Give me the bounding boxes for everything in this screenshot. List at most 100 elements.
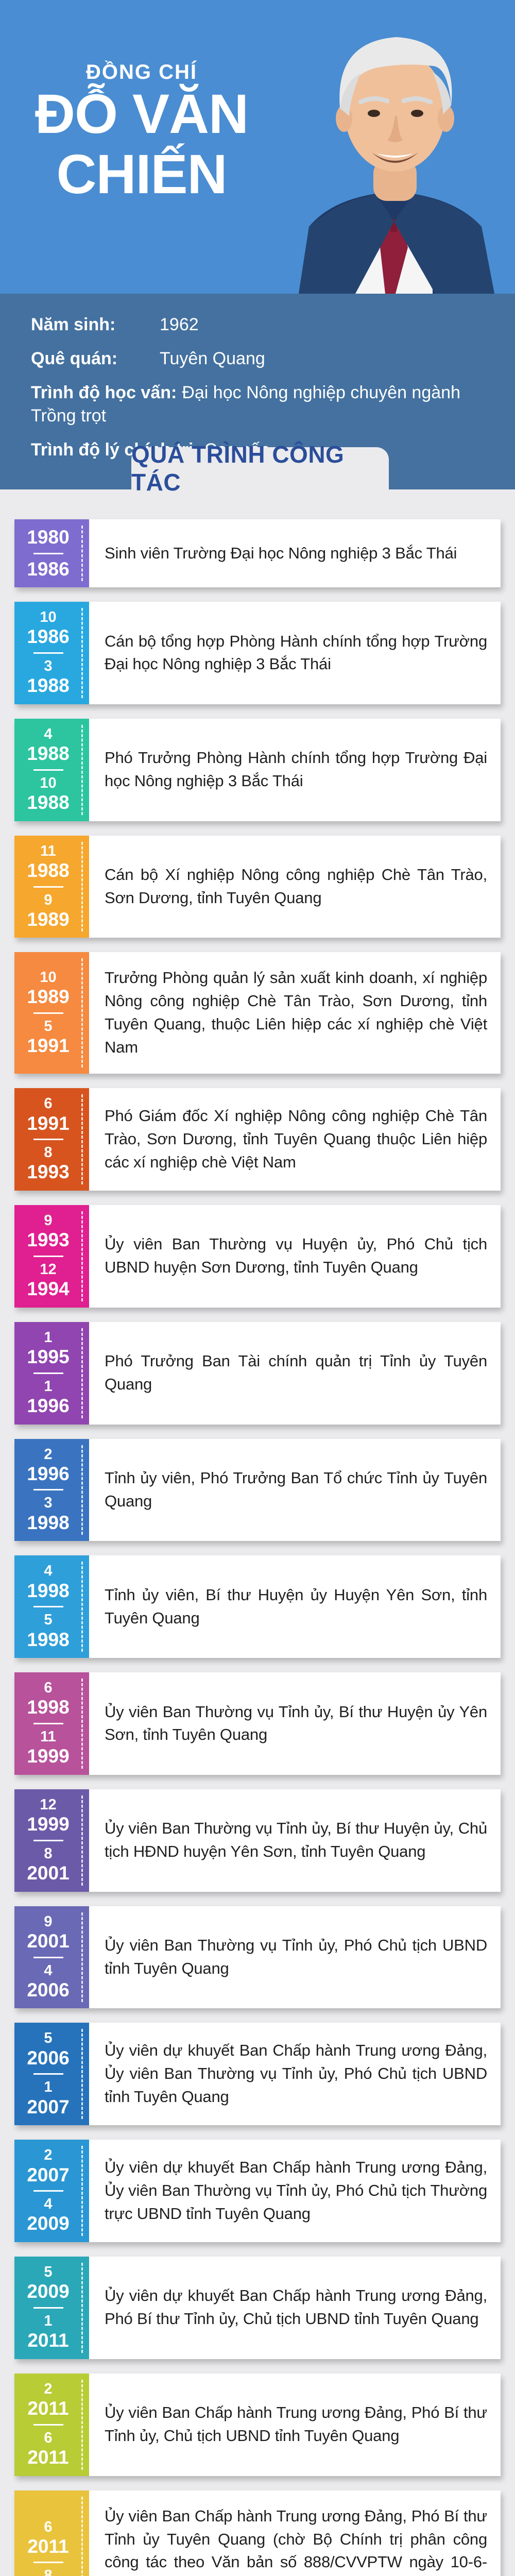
section-title: QUÁ TRÌNH CÔNG TÁC <box>131 441 345 496</box>
badge-divider <box>33 1839 63 1841</box>
timeline-entry: 5 2009 1 2011 Ủy viên dự khuyết Ban Chấp hà… <box>14 2257 501 2359</box>
timeline-date-badge: 5 2009 1 2011 <box>14 2257 89 2359</box>
timeline-text: Sinh viên Trường Đại học Nông nghiệp 3 B… <box>105 544 457 562</box>
badge-date-line: 10 <box>40 774 57 791</box>
badge-date-line: 1986 <box>27 558 70 580</box>
timeline-entry: 12 1999 8 2001 Ủy viên Ban Thường vụ Tỉnh ủ… <box>14 1789 501 1892</box>
badge-date-line: 2011 <box>27 2398 69 2419</box>
timeline-text: Ủy viên dự khuyết Ban Chấp hành Trung ươ… <box>105 2286 487 2328</box>
badge-divider <box>33 2424 63 2426</box>
badge-date-line: 8 <box>44 1144 53 1161</box>
timeline-entry: 6 1998 11 1999 Ủy viên Ban Thường vụ Tỉnh ủ… <box>14 1672 501 1775</box>
timeline-card: Phó Trưởng Ban Tài chính quản trị Tỉnh ủ… <box>89 1321 501 1425</box>
badge-date-line: 11 <box>40 1728 56 1745</box>
profile-label: Năm sinh: <box>31 315 116 334</box>
timeline-text: Ủy viên Ban Thường vụ Tỉnh ủy, Bí thư Hu… <box>105 1702 487 1744</box>
badge-date-line: 1988 <box>27 792 70 814</box>
badge-date-line: 6 <box>44 2518 53 2535</box>
timeline-date-badge: 11 1988 9 1989 <box>14 835 89 938</box>
official-name-block: ĐỒNG CHÍ ĐỖ VĂN CHIẾN <box>21 61 263 204</box>
timeline-date-badge: 9 1993 12 1994 <box>14 1205 89 1308</box>
timeline-text: Ủy viên Ban Chấp hành Trung ương Đảng, P… <box>105 2506 487 2571</box>
timeline-entry: 9 1993 12 1994 Ủy viên Ban Thường vụ Huyện … <box>14 1205 501 1308</box>
timeline-card: Tỉnh ủy viên, Phó Trưởng Ban Tổ chức Tỉn… <box>89 1438 501 1541</box>
timeline-entry: 6201182011 Ủy viên Ban Chấp hành Trung ư… <box>14 2490 501 2576</box>
timeline-date-badge: 2 2011 6 2011 <box>14 2373 89 2476</box>
badge-date-line: 1998 <box>27 1697 70 1718</box>
timeline-text: Tỉnh ủy viên, Bí thư Huyện ủy Huyện Yên … <box>105 1585 487 1627</box>
badge-date-line: 1996 <box>27 1463 70 1484</box>
timeline-text: Ủy viên Ban Chấp hành Trung ương Đảng, P… <box>105 2403 487 2445</box>
badge-date-line: 1996 <box>27 1395 70 1416</box>
timeline-date-badge: 1 1995 1 1996 <box>14 1321 89 1425</box>
timeline-text: Ủy viên Ban Thường vụ Tỉnh ủy, Bí thư Hu… <box>105 1819 487 1861</box>
timeline-entry: 1980 1986 Sinh viên Trường Đại học Nông n… <box>14 519 501 588</box>
timeline-entry: 11 1988 9 1989 Cán bộ Xí nghiệp Nông công n… <box>14 835 501 938</box>
timeline-date-badge: 10 1986 3 1988 <box>14 602 89 704</box>
badge-date-line: 4 <box>44 1563 53 1580</box>
badge-date-line: 1988 <box>27 743 70 765</box>
timeline-entry: 5 2006 1 2007 Ủy viên dự khuyết Ban Chấp hà… <box>14 2023 501 2126</box>
career-timeline: 1980 1986 Sinh viên Trường Đại học Nông n… <box>0 489 515 2576</box>
timeline-date-badge: 6201182011 <box>14 2490 89 2576</box>
badge-date-line: 2009 <box>27 2281 70 2302</box>
badge-date-line: 2007 <box>27 2096 70 2117</box>
badge-date-line: 1986 <box>27 626 70 648</box>
profile-info-section: Năm sinh: 1962 Quê quán: Tuyên Quang Trình… <box>0 294 515 496</box>
timeline-card: Phó Trưởng Phòng Hành chính tổng hợp Trư… <box>89 718 501 821</box>
timeline-text: Phó Trưởng Phòng Hành chính tổng hợp Trư… <box>105 749 487 790</box>
timeline-text: Phó Trưởng Ban Tài chính quản trị Tỉnh ủ… <box>105 1352 487 1394</box>
pretitle: ĐỒNG CHÍ <box>86 61 197 83</box>
badge-date-line: 6 <box>44 1680 53 1697</box>
badge-date-line: 1999 <box>27 1814 70 1835</box>
profile-value: 1962 <box>160 315 199 334</box>
badge-date-line: 2011 <box>27 2447 69 2468</box>
timeline-text: Phó Giám đốc Xí nghiệp Nông công nghiệp … <box>105 1107 487 1172</box>
badge-date-line: 4 <box>44 1962 53 1979</box>
timeline-card: Tỉnh ủy viên, Bí thư Huyện ủy Huyện Yên … <box>89 1555 501 1658</box>
badge-divider <box>33 1139 63 1141</box>
timeline-text: Ủy viên dự khuyết Ban Chấp hành Trung ươ… <box>105 2158 487 2223</box>
timeline-card: Ủy viên Ban Chấp hành Trung ương Đảng, P… <box>89 2373 501 2476</box>
badge-date-line: 3 <box>44 657 53 674</box>
timeline-card: Ủy viên dự khuyết Ban Chấp hành Trung ươ… <box>89 2023 501 2126</box>
badge-divider <box>33 1956 63 1958</box>
profile-row-hometown: Quê quán: Tuyên Quang <box>31 347 487 370</box>
badge-date-line: 1988 <box>27 860 70 881</box>
timeline-entry: 4 1988 10 1988 Phó Trưởng Phòng Hành chính … <box>14 718 501 821</box>
timeline-text: Ủy viên dự khuyết Ban Chấp hành Trung ươ… <box>105 2041 487 2106</box>
timeline-entry: 2 1996 3 1998 Tỉnh ủy viên, Phó Trưởng Ban … <box>14 1438 501 1541</box>
timeline-date-badge: 4 1988 10 1988 <box>14 718 89 821</box>
timeline-entry: 4 1998 5 1998 Tỉnh ủy viên, Bí thư Huyện ủy… <box>14 1555 501 1658</box>
badge-date-line: 5 <box>44 1612 53 1629</box>
badge-date-line: 1 <box>44 2312 53 2329</box>
timeline-card: Ủy viên Ban Thường vụ Tỉnh ủy, Bí thư Hu… <box>89 1789 501 1892</box>
timeline-card: Ủy viên dự khuyết Ban Chấp hành Trung ươ… <box>89 2257 501 2359</box>
badge-divider <box>33 2190 63 2192</box>
badge-divider <box>33 652 63 654</box>
section-title-tab: QUÁ TRÌNH CÔNG TÁC <box>131 441 389 496</box>
badge-date-line: 6 <box>44 1095 53 1112</box>
badge-date-line: 1993 <box>27 1161 70 1183</box>
timeline-date-badge: 1980 1986 <box>14 519 89 588</box>
badge-date-line: 1991 <box>27 1035 70 1057</box>
timeline-date-badge: 4 1998 5 1998 <box>14 1555 89 1658</box>
timeline-text: Cán bộ tổng hợp Phòng Hành chính tổng hợ… <box>105 632 487 673</box>
badge-date-line: 1 <box>44 1378 53 1395</box>
timeline-entry: 1 1995 1 1996 Phó Trưởng Ban Tài chính quản… <box>14 1321 501 1425</box>
badge-date-line: 1998 <box>27 1629 70 1650</box>
timeline-card: Cán bộ Xí nghiệp Nông công nghiệp Chè Tâ… <box>89 835 501 938</box>
badge-divider <box>33 1372 63 1374</box>
timeline-card: Ủy viên Ban Thường vụ Tỉnh ủy, Bí thư Hu… <box>89 1672 501 1775</box>
badge-date-line: 2009 <box>27 2213 70 2234</box>
badge-date-line: 1 <box>44 2079 53 2096</box>
timeline-date-badge: 2 1996 3 1998 <box>14 1438 89 1541</box>
timeline-card: Phó Giám đốc Xí nghiệp Nông công nghiệp … <box>89 1088 501 1191</box>
name-line-1: ĐỖ VĂN <box>35 82 249 145</box>
badge-date-line: 12 <box>40 1796 57 1813</box>
badge-date-line: 2007 <box>27 2164 70 2185</box>
badge-date-line: 1991 <box>27 1112 70 1134</box>
profile-value: Đại học Nông nghiệp chuyên ngành Trồng t… <box>31 383 460 426</box>
timeline-card: Trưởng Phòng quản lý sản xuất kinh doanh… <box>89 952 501 1074</box>
badge-date-line: 6 <box>44 2429 53 2446</box>
